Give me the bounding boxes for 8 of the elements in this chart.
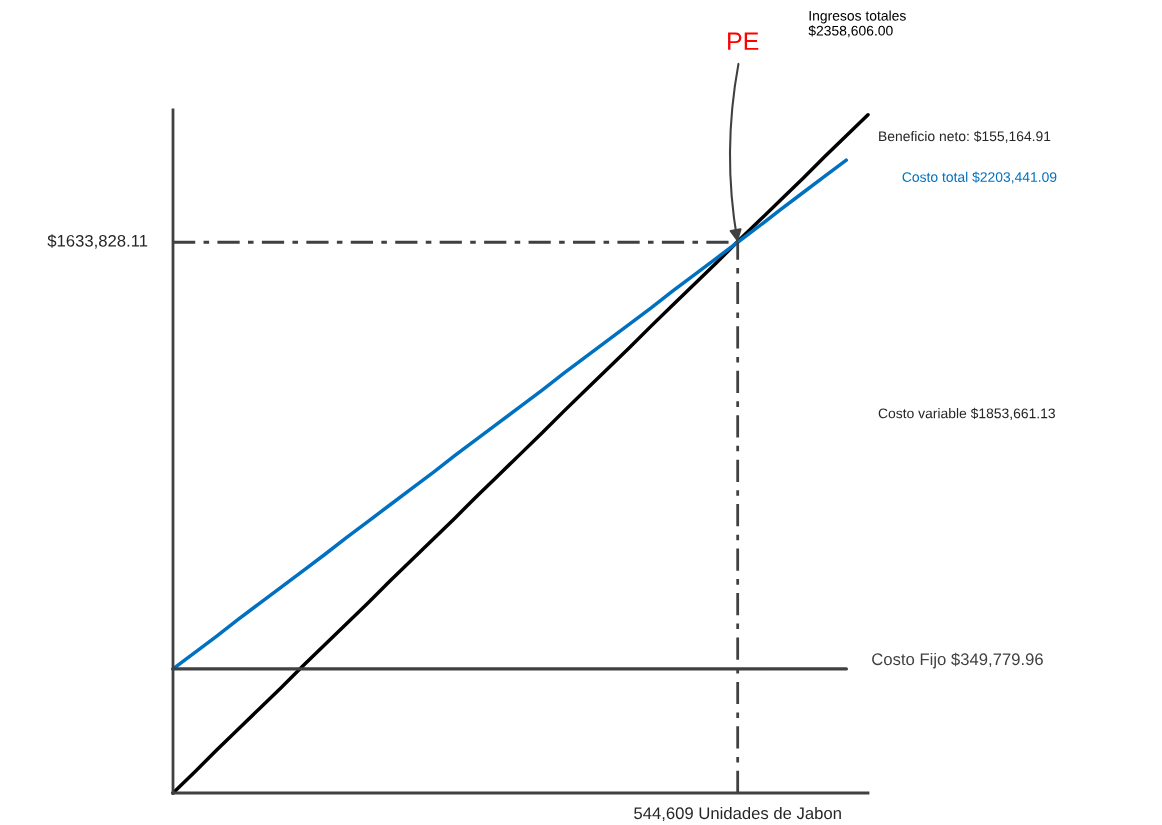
- text: 544,609 Unidades de Jabon: [634, 806, 841, 822]
- text: Costo variable $1853,661.13: [878, 407, 1055, 420]
- text: Beneficio neto: $155,164.91: [879, 130, 1051, 143]
- text: PE: [728, 32, 759, 50]
- series-label: Costo Fijo $349,779.96: [872, 652, 1043, 669]
- text: Costo total $2203,441.09: [902, 171, 1057, 184]
- ref-line-label: $1633,828.11: [47, 234, 148, 249]
- text: Ingresos totales $2358,606.00: [808, 10, 906, 38]
